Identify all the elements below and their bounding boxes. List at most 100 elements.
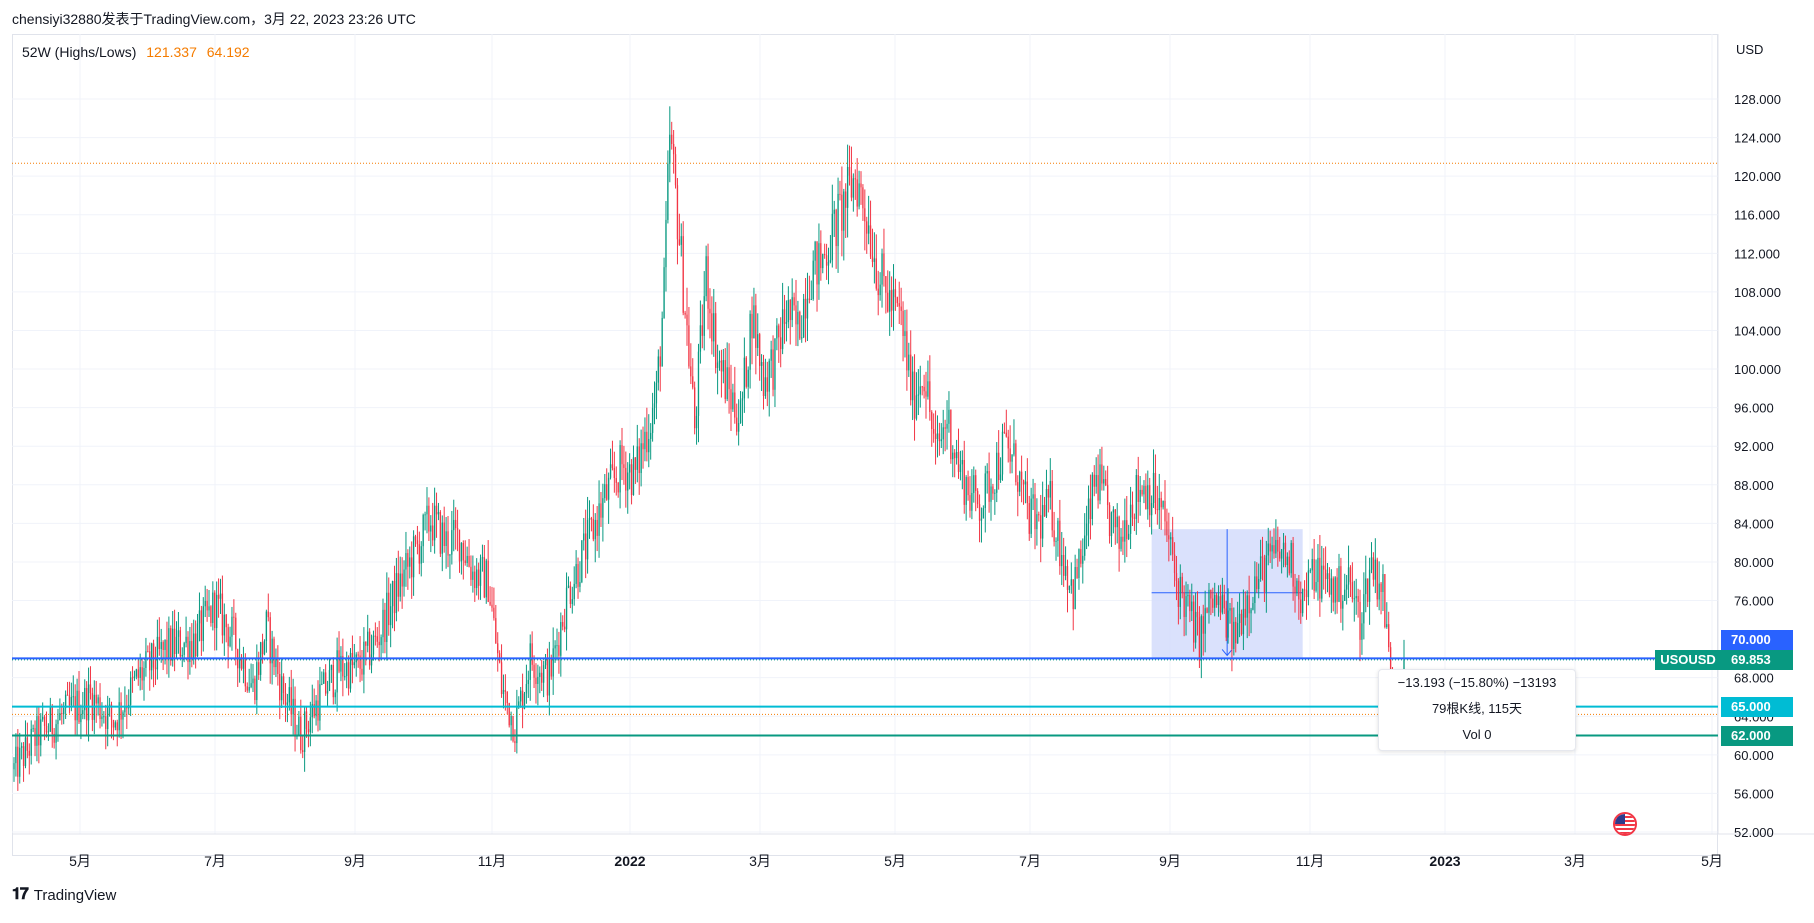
candle-body xyxy=(1137,475,1139,502)
candle-body xyxy=(319,684,321,721)
candle-body xyxy=(1315,582,1317,591)
candle-body xyxy=(1319,557,1321,599)
candle-body xyxy=(420,546,422,564)
candle-body xyxy=(973,475,975,493)
candle-body xyxy=(858,183,860,207)
candle-body xyxy=(200,610,203,641)
candle-body xyxy=(604,484,606,499)
candle-body xyxy=(1294,586,1296,594)
candle-body xyxy=(741,398,744,401)
candle-body xyxy=(286,702,289,705)
candle-body xyxy=(1036,514,1038,530)
candle-body xyxy=(367,631,369,646)
candle-body xyxy=(235,617,237,650)
indicator-legend[interactable]: 52W (Highs/Lows) 121.337 64.192 xyxy=(22,44,250,60)
candle-body xyxy=(869,225,872,257)
x-tick-label: 5月 xyxy=(1701,853,1723,869)
candle-body xyxy=(143,667,145,681)
candle-body xyxy=(697,351,700,416)
candle-body xyxy=(619,445,621,493)
candle-body xyxy=(432,525,434,541)
candle-body xyxy=(1317,557,1319,583)
candle-body xyxy=(451,530,453,555)
candle-body xyxy=(1166,521,1168,536)
level-tag-62[interactable]: 62.000 xyxy=(1721,725,1793,746)
candle-body xyxy=(154,667,157,670)
candle-body xyxy=(797,311,799,325)
candle-body xyxy=(1045,489,1048,517)
candle-body xyxy=(1089,498,1092,520)
measure-info-box: −13.193 (−15.80%) −13193 79根K线, 115天 Vol… xyxy=(1378,669,1576,751)
candle-body xyxy=(1321,565,1323,599)
y-tick-label: 96.000 xyxy=(1734,401,1774,416)
candle-body xyxy=(1112,509,1115,513)
candle-body xyxy=(1309,570,1311,572)
candle-body xyxy=(1225,608,1227,638)
candle-body xyxy=(533,664,535,678)
us-flag-icon[interactable] xyxy=(1613,812,1637,836)
candle-body xyxy=(28,750,30,756)
y-tick-label: 52.000 xyxy=(1734,825,1774,840)
candle-body xyxy=(1328,573,1331,595)
candle-body xyxy=(674,154,677,186)
level-tag-65[interactable]: 65.000 xyxy=(1721,696,1793,717)
candle-body xyxy=(1206,608,1208,613)
currency-label[interactable]: USD xyxy=(1736,42,1764,57)
candle-body xyxy=(1254,576,1256,603)
candle-body xyxy=(730,389,732,410)
candle-body xyxy=(835,209,837,247)
candle-body xyxy=(1275,539,1277,554)
candle-body xyxy=(1290,542,1292,574)
candle-body xyxy=(17,746,19,777)
candle-body xyxy=(506,691,508,704)
candle-body xyxy=(1332,578,1334,603)
candle-body xyxy=(1057,520,1059,541)
candle-body xyxy=(1259,556,1262,579)
candle-body xyxy=(1231,607,1233,649)
candle-body xyxy=(854,178,856,180)
candle-body xyxy=(709,308,711,314)
candle-body xyxy=(806,298,809,319)
candle-body xyxy=(623,464,625,468)
candle-body xyxy=(1066,566,1069,590)
candle-body xyxy=(743,357,746,399)
candle-body xyxy=(288,687,290,703)
candle-body xyxy=(982,508,985,519)
candle-body xyxy=(1108,505,1111,537)
candle-body xyxy=(1258,578,1260,590)
candle-body xyxy=(1129,504,1132,534)
candle-body xyxy=(1374,559,1376,580)
candle-body xyxy=(548,658,551,696)
candle-body xyxy=(1244,608,1246,618)
candle-body xyxy=(477,569,480,586)
y-tick-label: 92.000 xyxy=(1734,439,1774,454)
tradingview-logo[interactable]: 𝟏𝟕 TradingView xyxy=(12,886,116,904)
candle-body xyxy=(824,254,826,256)
candle-body xyxy=(1154,472,1157,510)
candle-body xyxy=(340,655,342,672)
candle-body xyxy=(1139,489,1141,502)
candle-body xyxy=(630,464,633,496)
candle-body xyxy=(902,310,904,337)
candle-body xyxy=(1170,537,1172,540)
candle-body xyxy=(376,636,378,642)
candle-body xyxy=(472,571,474,580)
candle-body xyxy=(313,704,315,717)
candle-body xyxy=(361,668,363,675)
candle-body xyxy=(969,495,971,511)
x-tick-label: 11月 xyxy=(1296,853,1325,869)
candle-body xyxy=(638,446,640,474)
candle-body xyxy=(422,514,424,547)
y-tick-label: 80.000 xyxy=(1734,555,1774,570)
candle-body xyxy=(120,702,122,720)
candle-body xyxy=(1286,556,1289,566)
candle-body xyxy=(1059,520,1061,567)
y-tick-label: 116.000 xyxy=(1734,208,1780,223)
candle-body xyxy=(479,558,482,586)
candle-body xyxy=(579,582,581,587)
level-tag-70[interactable]: 70.000 xyxy=(1721,629,1793,650)
candle-body xyxy=(418,544,421,564)
candle-body xyxy=(764,377,767,397)
candle-body xyxy=(1267,543,1269,556)
